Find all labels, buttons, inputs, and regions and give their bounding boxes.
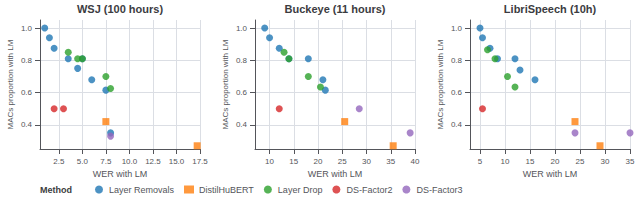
svg-text:Method: Method bbox=[40, 185, 72, 195]
svg-text:0.4: 0.4 bbox=[21, 120, 33, 129]
svg-text:Buckeye (11 hours): Buckeye (11 hours) bbox=[285, 3, 386, 15]
svg-text:WSJ (100 hours): WSJ (100 hours) bbox=[77, 3, 164, 15]
svg-text:1.0: 1.0 bbox=[21, 24, 33, 33]
svg-text:WER with LM: WER with LM bbox=[523, 169, 578, 179]
svg-text:12.5: 12.5 bbox=[145, 157, 161, 166]
svg-text:Layer Drop: Layer Drop bbox=[278, 185, 323, 195]
svg-text:Layer Removals: Layer Removals bbox=[109, 185, 175, 195]
svg-text:15: 15 bbox=[526, 157, 535, 166]
svg-text:30: 30 bbox=[362, 157, 371, 166]
svg-text:DistilHuBERT: DistilHuBERT bbox=[199, 185, 254, 195]
svg-text:0.6: 0.6 bbox=[236, 88, 248, 97]
svg-text:25: 25 bbox=[576, 157, 585, 166]
svg-text:40: 40 bbox=[411, 157, 420, 166]
svg-text:DS-Factor3: DS-Factor3 bbox=[416, 185, 462, 195]
svg-text:0.4: 0.4 bbox=[236, 120, 248, 129]
svg-text:0.8: 0.8 bbox=[236, 56, 248, 65]
svg-text:5: 5 bbox=[478, 157, 483, 166]
svg-text:WER with LM: WER with LM bbox=[308, 169, 363, 179]
svg-text:10: 10 bbox=[501, 157, 510, 166]
svg-text:LibriSpeech (10h): LibriSpeech (10h) bbox=[504, 3, 597, 15]
svg-text:10.0: 10.0 bbox=[122, 157, 138, 166]
svg-text:10: 10 bbox=[265, 157, 274, 166]
svg-text:25: 25 bbox=[338, 157, 347, 166]
svg-text:0.6: 0.6 bbox=[21, 88, 33, 97]
svg-text:1.0: 1.0 bbox=[451, 24, 463, 33]
svg-text:20: 20 bbox=[314, 157, 323, 166]
svg-text:0.8: 0.8 bbox=[21, 56, 33, 65]
svg-text:1.0: 1.0 bbox=[236, 24, 248, 33]
svg-text:15.0: 15.0 bbox=[169, 157, 185, 166]
svg-text:MACs proportion with LM: MACs proportion with LM bbox=[6, 39, 15, 129]
svg-text:30: 30 bbox=[601, 157, 610, 166]
svg-text:0.4: 0.4 bbox=[451, 120, 463, 129]
svg-text:0.8: 0.8 bbox=[451, 56, 463, 65]
svg-text:20: 20 bbox=[551, 157, 560, 166]
svg-text:15: 15 bbox=[289, 157, 298, 166]
svg-text:MACs proportion with LM: MACs proportion with LM bbox=[436, 39, 445, 129]
svg-text:35: 35 bbox=[626, 157, 635, 166]
svg-text:2.5: 2.5 bbox=[53, 157, 65, 166]
svg-text:0.6: 0.6 bbox=[451, 88, 463, 97]
svg-text:WER with LM: WER with LM bbox=[93, 169, 148, 179]
svg-text:35: 35 bbox=[386, 157, 395, 166]
svg-text:17.5: 17.5 bbox=[192, 157, 208, 166]
svg-text:MACs proportion with LM: MACs proportion with LM bbox=[221, 39, 230, 129]
svg-text:5.0: 5.0 bbox=[77, 157, 89, 166]
svg-text:7.5: 7.5 bbox=[100, 157, 112, 166]
svg-text:DS-Factor2: DS-Factor2 bbox=[346, 185, 392, 195]
